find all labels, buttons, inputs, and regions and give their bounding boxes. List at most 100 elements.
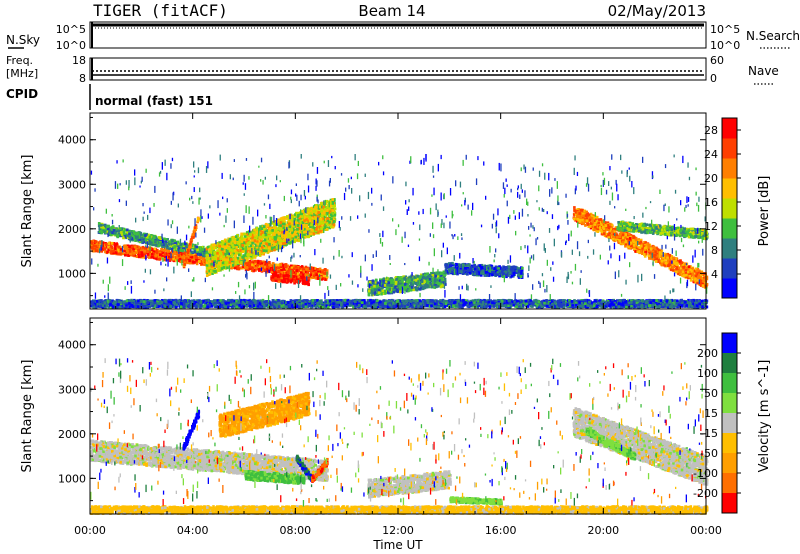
- nsky-tick-bottom: 10^0: [56, 39, 86, 52]
- echo-cell: [104, 247, 107, 250]
- echo-cell: [201, 263, 204, 266]
- echo-cell: [266, 265, 269, 268]
- echo-cell: [133, 252, 136, 255]
- echo-cell: [188, 259, 191, 262]
- echo-cell: [111, 242, 114, 245]
- echo-cell: [129, 250, 132, 253]
- echo-cell: [319, 268, 322, 271]
- nave-tick-top: 60: [710, 54, 724, 67]
- echo-cell: [310, 274, 313, 277]
- echo-cell: [105, 243, 108, 246]
- nsearch-tick-bottom: 10^0: [710, 39, 740, 52]
- echo-cell: [96, 249, 99, 252]
- echo-cell: [110, 251, 113, 254]
- echo-cell: [268, 264, 271, 267]
- echo-cell: [295, 266, 298, 269]
- echo-cell: [258, 269, 261, 272]
- echo-cell: [323, 272, 326, 275]
- freq-unit: [MHz]: [6, 67, 38, 80]
- echo-cell: [198, 260, 201, 263]
- echo-cell: [144, 250, 147, 253]
- echo-cell: [287, 270, 290, 273]
- echo-cell: [154, 248, 157, 251]
- echo-cell: [124, 254, 127, 257]
- nsky-tick-top: 10^5: [56, 23, 86, 36]
- echo-cell: [302, 273, 305, 276]
- nsearch-tick-top: 10^5: [710, 23, 740, 36]
- freq-tick-top: 18: [72, 54, 86, 67]
- echo-cell: [91, 247, 94, 250]
- echo-cell: [279, 263, 282, 266]
- nave-tick-bottom: 0: [710, 72, 717, 85]
- echo-cell: [284, 265, 287, 268]
- echo-cell: [254, 260, 257, 263]
- echo-cell: [151, 253, 154, 256]
- echo-cell: [251, 263, 254, 266]
- echo-cell: [141, 251, 144, 254]
- echo-cell: [191, 260, 194, 263]
- echo-cell: [296, 269, 299, 272]
- echo-cell: [124, 247, 127, 250]
- echo-cell: [163, 249, 166, 252]
- nsky-label: N.Sky: [6, 33, 40, 47]
- echo-cell: [106, 251, 109, 254]
- echo-cell: [195, 256, 198, 259]
- echo-cell: [288, 268, 291, 271]
- echo-cell: [147, 253, 150, 256]
- echo-cell: [261, 265, 264, 268]
- echo-cell: [110, 246, 113, 249]
- echo-cell: [283, 268, 286, 271]
- radar-plot: TIGER (fitACF) Beam 14 02/May/2013 N.Sky…: [0, 0, 800, 554]
- nsearch-label: N.Search: [746, 29, 800, 43]
- echo-cell: [268, 261, 271, 264]
- echo-cell: [148, 250, 151, 253]
- echo-cell: [313, 274, 316, 277]
- echo-cell: [317, 277, 320, 280]
- echo-cell: [154, 255, 157, 258]
- date-title: 02/May/2013: [608, 2, 706, 20]
- echo-cell: [137, 249, 140, 252]
- echo-cell: [90, 241, 93, 244]
- echo-cell: [176, 257, 179, 260]
- echo-cell: [257, 261, 260, 264]
- echo-cell: [128, 245, 131, 248]
- cpid-value: normal (fast) 151: [95, 94, 213, 108]
- echo-cell: [93, 244, 96, 247]
- echo-cell: [195, 259, 198, 262]
- echo-cell: [141, 254, 144, 257]
- echo-cell: [178, 254, 181, 257]
- echo-cell: [108, 242, 111, 245]
- beam-title: Beam 14: [358, 2, 425, 20]
- nave-label: Nave: [748, 64, 779, 78]
- echo-cell: [114, 244, 117, 247]
- echo-cell: [112, 250, 115, 253]
- echo-cell: [305, 268, 308, 271]
- echo-cell: [301, 265, 304, 268]
- echo-cell: [169, 258, 172, 261]
- echo-cell: [168, 256, 171, 259]
- echo-cell: [247, 262, 250, 265]
- echo-cell: [148, 256, 151, 259]
- echo-cell: [159, 253, 162, 256]
- freq-panel: [90, 58, 706, 80]
- echo-cell: [238, 268, 241, 271]
- echo-cell: [119, 253, 122, 256]
- echo-cell: [315, 273, 318, 276]
- echo-cell: [299, 267, 302, 270]
- echo-cell: [305, 274, 308, 277]
- radar-title: TIGER (fitACF): [93, 1, 228, 20]
- echo-cell: [323, 275, 326, 278]
- echo-cell: [172, 258, 175, 261]
- echo-cell: [246, 266, 249, 269]
- echo-cell: [138, 255, 141, 258]
- echo-cell: [324, 268, 327, 271]
- echo-cell: [95, 240, 98, 243]
- echo-cell: [278, 270, 281, 273]
- echo-cell: [156, 251, 159, 254]
- echo-cell: [163, 253, 166, 256]
- echo-cell: [159, 258, 162, 261]
- echo-cell: [307, 271, 310, 274]
- echo-cell: [134, 246, 137, 249]
- echo-cell: [202, 257, 205, 260]
- echo-cell: [302, 268, 305, 271]
